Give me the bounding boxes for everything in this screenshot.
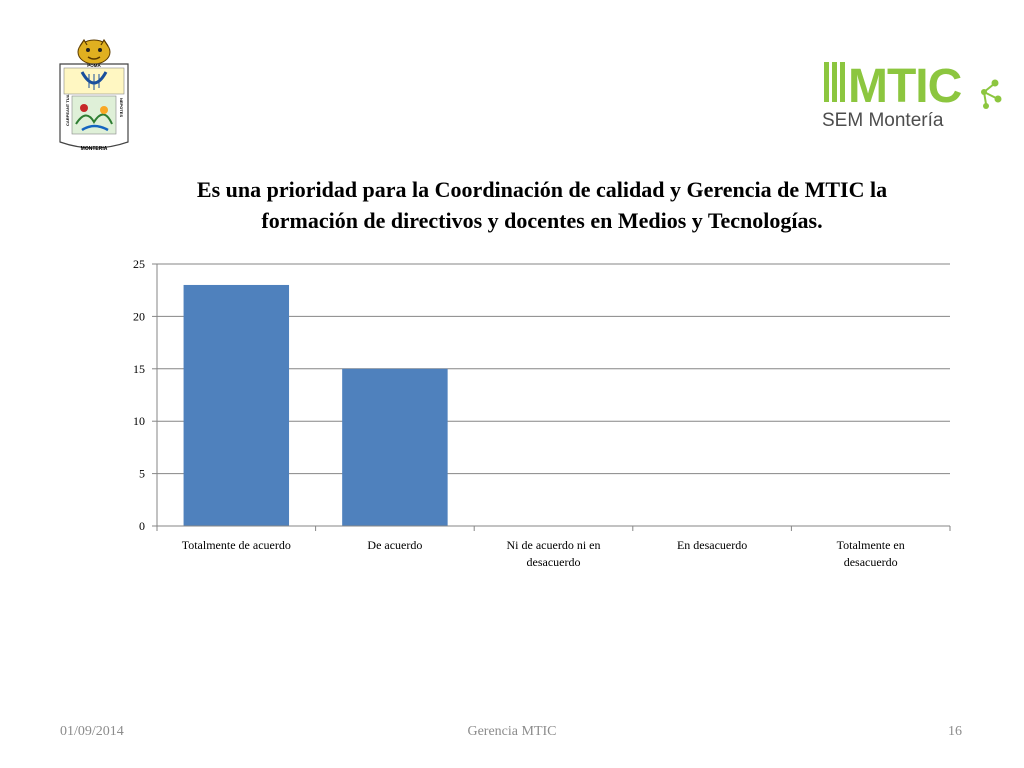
x-tick-label: Totalmente en desacuerdo bbox=[837, 538, 905, 569]
gridlines bbox=[157, 263, 950, 475]
x-tick-label: Totalmente de acuerdo bbox=[182, 538, 291, 552]
slide-number: 16 bbox=[948, 724, 962, 739]
bar bbox=[183, 284, 290, 526]
y-tick-label: 0 bbox=[139, 519, 145, 533]
x-tick-label: De acuerdo bbox=[367, 538, 422, 552]
y-tick-label: 20 bbox=[133, 309, 145, 323]
bar bbox=[342, 368, 448, 526]
footer-date: 01/09/2014 bbox=[60, 724, 124, 739]
y-tick-label: 25 bbox=[133, 257, 145, 271]
y-tick-label: 15 bbox=[133, 362, 145, 376]
footer-title: Gerencia MTIC bbox=[467, 724, 557, 739]
coat-of-arms-logo: POMA CARPEANT TUA NEPOTES MONTERIA bbox=[59, 38, 129, 152]
molecule-icon bbox=[981, 79, 1002, 109]
crest-bottom-text: MONTERIA bbox=[81, 146, 108, 152]
mtic-brand-text: MTIC bbox=[848, 60, 962, 113]
x-axis bbox=[156, 264, 950, 527]
tiger-crest-icon bbox=[77, 38, 111, 65]
y-tick-label: 10 bbox=[133, 414, 145, 428]
x-tick-label: En desacuerdo bbox=[677, 538, 747, 552]
x-axis-ticks: Totalmente de acuerdo De acuerdo Ni de acu… bbox=[156, 526, 951, 569]
y-tick-label: 5 bbox=[139, 467, 145, 481]
x-tick-label: Ni de acuerdo ni en desacuerdo bbox=[507, 538, 601, 569]
mtic-logo: MTIC SEM Montería bbox=[822, 60, 1002, 131]
crest-left-text: CARPEANT TUA bbox=[65, 94, 70, 126]
y-axis-ticks: 0 5 10 15 20 25 bbox=[133, 257, 157, 533]
bars bbox=[183, 284, 448, 526]
chart-title: Es una prioridad para la Coordinación de… bbox=[196, 177, 888, 233]
crest-top-text: POMA bbox=[87, 63, 101, 68]
crest-right-text: NEPOTES bbox=[119, 98, 124, 117]
mtic-subtitle-text: SEM Montería bbox=[822, 110, 944, 131]
